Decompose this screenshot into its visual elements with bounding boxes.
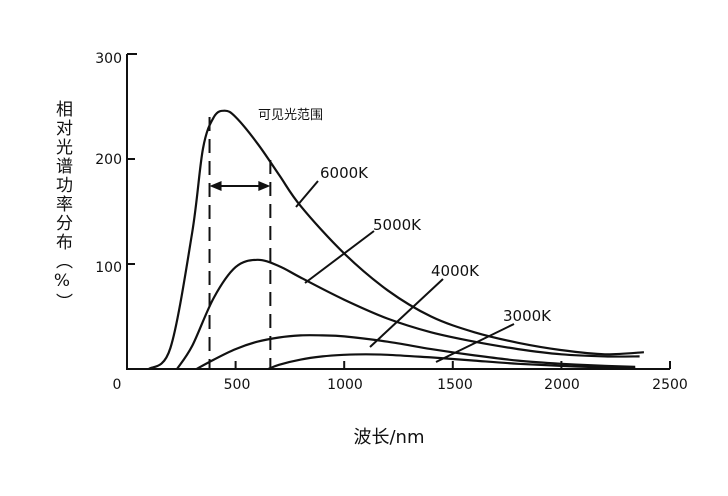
series-label-6000K: 6000K (320, 164, 369, 182)
series-curve-6000K (147, 109, 644, 370)
leader-line-6000K (295, 180, 319, 208)
x-tick-label: 0 (113, 377, 122, 393)
series-label-3000K: 3000K (503, 307, 552, 325)
series-curve-4000K (195, 334, 636, 370)
series-curve-3000K (267, 353, 636, 371)
y-tick-label: 300 (95, 51, 122, 67)
visible-range-label: 可见光范围 (258, 108, 323, 123)
series-label-4000K: 4000K (431, 262, 480, 280)
x-tick-label: 2500 (652, 377, 688, 393)
x-tick-label: 500 (224, 377, 251, 393)
x-axis-title: 波长/nm (353, 427, 424, 448)
x-tick-label: 1000 (327, 377, 363, 393)
leader-line-3000K (435, 323, 515, 363)
y-tick-label: 100 (95, 260, 122, 276)
series-curve-5000K (176, 258, 640, 370)
leader-line-4000K (369, 278, 444, 348)
series-label-5000K: 5000K (373, 216, 422, 234)
y-tick-label: 200 (95, 152, 122, 168)
visible-range-arrowhead-left (209, 181, 222, 191)
series-curves (147, 109, 644, 371)
leader-line-5000K (304, 230, 375, 284)
y-axis-tick-marks (127, 158, 135, 265)
x-tick-label: 2000 (544, 377, 580, 393)
y-axis-title: 相对光谱功率分布（%） (52, 100, 73, 312)
x-tick-label: 1500 (437, 377, 473, 393)
visible-range-arrowhead-right (258, 181, 271, 191)
